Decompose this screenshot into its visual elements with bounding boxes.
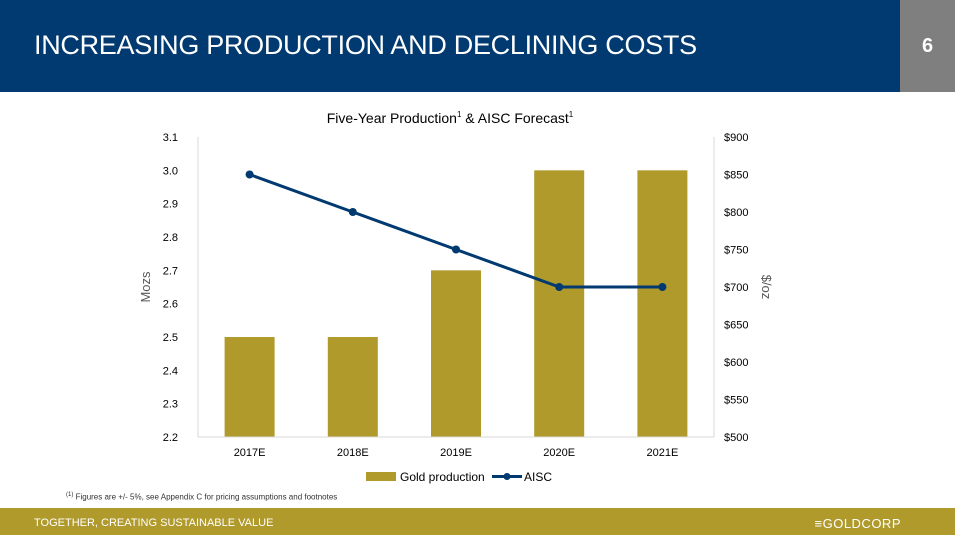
x-tick: 2021E	[646, 447, 678, 459]
y-tick-right: $600	[724, 357, 748, 369]
y-tick-right: $550	[724, 395, 748, 407]
point-aisc	[452, 245, 460, 254]
goldcorp-logo: ≡GOLDCORP	[814, 516, 901, 531]
bar-gold-production	[224, 337, 275, 437]
header-bar: INCREASING PRODUCTION AND DECLINING COST…	[0, 0, 900, 92]
point-aisc	[555, 283, 564, 291]
y-tick-right: $750	[724, 245, 748, 257]
x-tick: 2019E	[440, 447, 472, 459]
chart-title: Five-Year Production1 & AISC Forecast1	[327, 110, 574, 126]
legend-marker-aisc	[503, 473, 511, 480]
y-tick-left: 2.7	[163, 265, 178, 277]
y-tick-left: 2.4	[163, 365, 178, 377]
legend-label-aisc: AISC	[524, 470, 552, 484]
page-number: 6	[900, 0, 955, 92]
point-aisc	[658, 283, 667, 291]
footer-bar: TOGETHER, CREATING SUSTAINABLE VALUE ≡GO…	[0, 508, 955, 535]
y-tick-right: $900	[724, 132, 748, 144]
y-tick-left: 2.9	[163, 199, 178, 211]
bar-gold-production	[637, 170, 688, 438]
y-tick-left: 3.1	[163, 132, 178, 144]
y-tick-left: 2.5	[163, 332, 178, 344]
x-tick: 2018E	[337, 447, 369, 459]
point-aisc	[348, 208, 357, 216]
y-tick-right: $700	[724, 282, 748, 294]
x-tick: 2017E	[234, 447, 266, 459]
y-axis-right-label: $/oz	[759, 275, 774, 300]
point-aisc	[245, 170, 254, 179]
legend-label-gold: Gold production	[400, 470, 485, 484]
bar-gold-production	[534, 170, 585, 438]
y-axis-left-label: Mozs	[138, 271, 153, 303]
bar-gold-production	[327, 337, 378, 437]
page-title: INCREASING PRODUCTION AND DECLINING COST…	[34, 30, 697, 60]
y-tick-left: 2.6	[163, 299, 178, 311]
y-tick-left: 3.0	[163, 165, 178, 177]
y-tick-right: $650	[724, 320, 748, 332]
footer-tagline: TOGETHER, CREATING SUSTAINABLE VALUE	[34, 517, 274, 529]
x-tick: 2020E	[543, 447, 575, 459]
y-tick-right: $850	[724, 170, 748, 182]
y-tick-right: $800	[724, 207, 748, 219]
y-tick-left: 2.8	[163, 232, 178, 244]
bar-gold-production	[431, 270, 481, 437]
line-aisc	[249, 173, 663, 289]
y-tick-left: 2.3	[163, 399, 178, 411]
legend-swatch-gold	[366, 472, 396, 481]
footnote: (1) Figures are +/- 5%, see Appendix C f…	[66, 492, 338, 502]
y-tick-left: 2.2	[163, 432, 178, 444]
y-tick-right: $500	[724, 432, 748, 444]
